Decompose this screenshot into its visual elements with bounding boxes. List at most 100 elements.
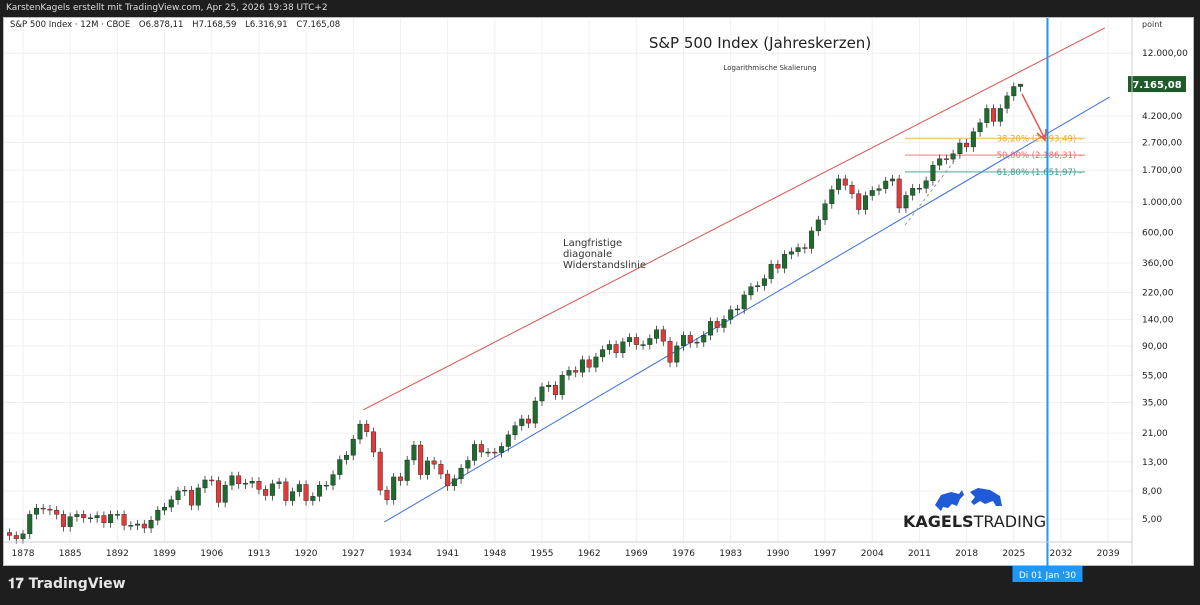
time-tick-label: 1934: [389, 549, 412, 559]
candle-body: [734, 308, 740, 311]
candle-body: [748, 286, 754, 296]
candle-body: [950, 153, 956, 160]
price-tick-label: 55,00: [1142, 371, 1168, 381]
time-tick-label: 2039: [1097, 549, 1120, 559]
candle-body: [667, 340, 673, 363]
candle-body: [505, 434, 511, 447]
candle-body: [707, 321, 713, 336]
candle-body: [842, 178, 848, 186]
candle-body: [384, 489, 390, 500]
price-tick-label: 4.200,00: [1142, 112, 1182, 122]
candle-body: [714, 321, 720, 328]
kagels-trading-logo: KAGELSTRADING: [903, 488, 1046, 531]
annotation-line-1: Langfristige: [563, 238, 622, 249]
candle-body: [761, 278, 767, 286]
candle-body: [896, 178, 902, 209]
candle-body: [236, 475, 242, 485]
candle-body: [87, 517, 93, 520]
time-tick-label: 1990: [766, 549, 789, 559]
candle-body: [552, 385, 558, 395]
candle-body: [647, 338, 653, 345]
candle-body: [202, 479, 208, 489]
candle-body: [33, 507, 39, 515]
symbol-legend: S&P 500 Index · 12M · CBOE O6.878,11 H7.…: [10, 20, 346, 30]
chart-title: S&P 500 Index (Jahreskerzen): [649, 34, 871, 52]
price-tick-label: 13,00: [1142, 458, 1168, 468]
candle-body: [175, 490, 181, 500]
time-tick-label: 1920: [295, 549, 318, 559]
candle-body: [856, 193, 862, 210]
candle-body: [269, 483, 275, 496]
candle-body: [640, 344, 646, 346]
time-tick-label: 1892: [106, 549, 129, 559]
candle-body: [195, 487, 201, 506]
candle-body: [222, 484, 228, 503]
candle-body: [782, 254, 788, 269]
candle-body: [606, 344, 612, 350]
candle-body: [290, 491, 296, 501]
candle-body: [984, 108, 990, 123]
fib-label: 50,00% (2.186,31) -: [997, 151, 1082, 161]
fib-label: 61,80% (1.651,97) -: [997, 168, 1082, 178]
price-tick-label: 21,00: [1142, 429, 1168, 439]
candle-body: [377, 451, 383, 491]
candle-body: [155, 509, 161, 521]
candle-body: [303, 484, 309, 501]
candle-body: [209, 479, 215, 482]
price-tick-label: 600,00: [1142, 228, 1174, 238]
price-tick-label: 2.700,00: [1142, 138, 1182, 148]
candle-body: [256, 481, 262, 490]
candle-body: [849, 185, 855, 194]
candle-body: [357, 423, 363, 440]
support-trendline: [384, 96, 1110, 523]
candle-body: [344, 455, 350, 460]
candle-body: [40, 507, 46, 510]
candle-body: [404, 459, 410, 481]
candle-body: [943, 158, 949, 160]
candle-body: [94, 515, 100, 519]
bull-icon: [935, 490, 964, 511]
candle-body: [74, 514, 80, 517]
price-axis[interactable]: 12.000,00 4.200,00 2.700,00 1.700,00 1.000,0…: [1142, 49, 1188, 525]
candle-body: [108, 514, 114, 523]
time-tick-label: 1976: [672, 549, 695, 559]
candle-body: [101, 515, 107, 523]
price-tick-label: 1.000,00: [1142, 198, 1182, 208]
price-tick-label: 8,00: [1142, 487, 1162, 497]
candle-body: [802, 247, 808, 249]
tradingview-icon: 𝟏𝟕: [8, 576, 24, 592]
price-tick-label: 12.000,00: [1142, 49, 1188, 59]
candle-body: [283, 481, 289, 501]
candle-body: [755, 285, 761, 287]
candle-body: [391, 476, 397, 500]
candle-body: [451, 478, 457, 487]
candle-body: [141, 523, 147, 529]
price-tick-label: 220,00: [1142, 289, 1174, 299]
candle-body: [263, 489, 269, 496]
candle-body: [323, 484, 329, 487]
time-axis[interactable]: 1878 1885 1892 1899 1906 1913 1920 1927 1934 1941…: [12, 549, 1120, 559]
candle-body: [249, 481, 255, 484]
candle-body: [633, 337, 639, 345]
candle-body: [970, 131, 976, 148]
candle-body: [681, 335, 687, 347]
candle-body: [775, 263, 781, 269]
candle-body: [1011, 86, 1017, 97]
time-tick-label: 2025: [1002, 549, 1025, 559]
candle-body: [242, 482, 248, 485]
candle-body: [869, 190, 875, 196]
candle-body: [162, 506, 168, 511]
svg-text:7.165,08: 7.165,08: [1132, 80, 1181, 91]
candle-body: [276, 481, 282, 485]
candle-body: [67, 516, 73, 527]
candle-body: [182, 489, 188, 492]
candle-body: [458, 467, 464, 479]
candle-body: [991, 108, 997, 122]
symbol-name[interactable]: S&P 500 Index · 12M · CBOE: [10, 20, 131, 30]
last-price-badge: 7.165,08: [1128, 76, 1186, 93]
tradingview-logo[interactable]: 𝟏𝟕 TradingView: [8, 576, 126, 592]
candle-body: [47, 508, 53, 511]
candle-body: [539, 386, 545, 402]
arrow-icon: [1021, 93, 1047, 142]
